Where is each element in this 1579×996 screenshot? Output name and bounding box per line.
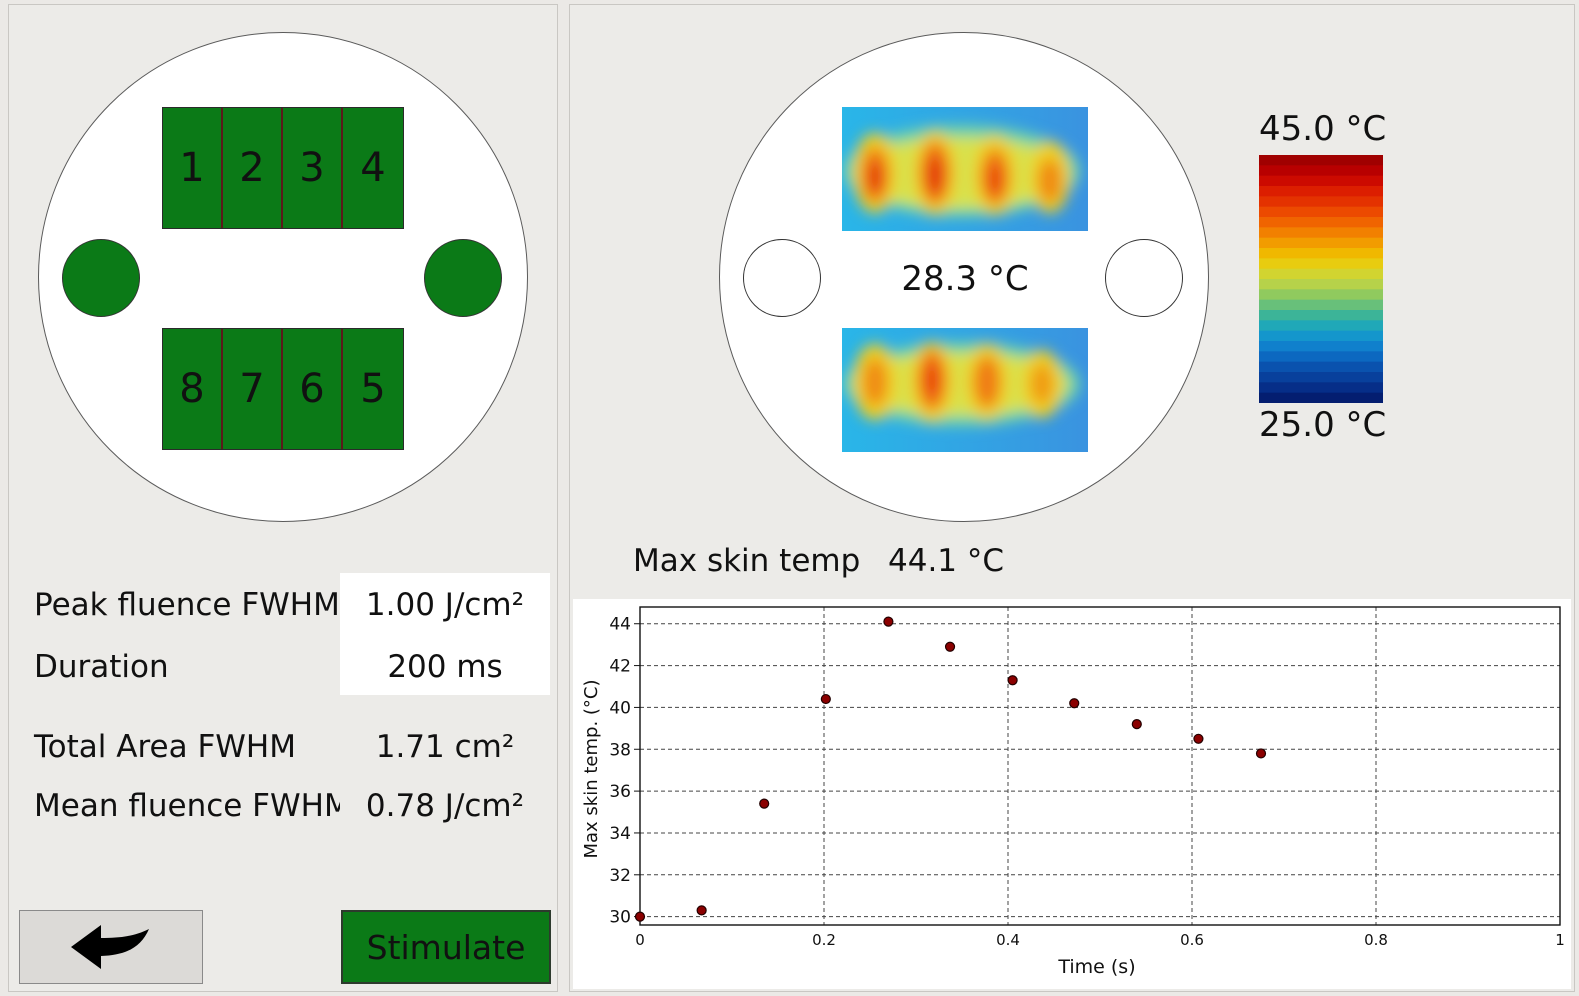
temperature-chart: 0 0.2 0.4 0.6 0.8 1 30 32 34 36 38 40 42 44 Time (s) … <box>573 599 1571 989</box>
center-temp-readout: 28.3 °C <box>901 259 1029 299</box>
colorbar-min-label: 25.0 °C <box>1259 405 1387 445</box>
x-tick-label: 0 <box>635 931 645 949</box>
pad-8[interactable]: 8 <box>163 329 223 449</box>
mean-fluence-label-clip: Mean fluence FWHM <box>34 788 340 832</box>
data-point <box>820 693 831 705</box>
left-sensor-dot <box>62 239 140 317</box>
thermal-map-diagram: 28.3 °C <box>719 32 1209 522</box>
y-tick-label: 34 <box>609 824 631 844</box>
colorbar-band <box>1259 237 1383 249</box>
colorbar-band <box>1259 227 1383 239</box>
colorbar-band <box>1259 351 1383 363</box>
pad-3[interactable]: 3 <box>283 108 343 228</box>
thermal-panel: 28.3 °C 45.0 °C 25.0 °C Max skin temp 44… <box>569 4 1575 992</box>
colorbar-band <box>1259 268 1383 280</box>
colorbar-band <box>1259 248 1383 259</box>
colorbar-band <box>1259 175 1383 187</box>
colorbar-band <box>1259 330 1383 342</box>
colorbar-band <box>1259 320 1383 332</box>
total-area-value: 1.71 cm² <box>375 729 515 765</box>
duration-label: Duration <box>34 649 169 685</box>
colorbar-max-label: 45.0 °C <box>1259 109 1387 149</box>
back-arrow-icon <box>71 925 149 969</box>
pad-row-top: 1 2 3 4 <box>162 107 404 229</box>
peak-fluence-field[interactable]: 1.00 J/cm² <box>365 587 525 623</box>
x-tick-label: 0.6 <box>1180 931 1204 949</box>
colorbar-band <box>1259 155 1383 166</box>
colorbar-band <box>1259 310 1383 321</box>
probe-head-diagram: 1 2 3 4 8 7 6 5 <box>38 32 528 522</box>
data-point <box>1069 698 1080 709</box>
colorbar-band <box>1259 289 1383 301</box>
pad-6[interactable]: 6 <box>283 329 343 449</box>
x-axis-title: Time (s) <box>1057 956 1135 978</box>
colorbar-band <box>1259 392 1383 403</box>
y-axis-title: Max skin temp. (°C) <box>581 679 602 858</box>
heat-patch-bottom <box>842 328 1088 452</box>
x-tick-label: 1 <box>1555 931 1565 949</box>
plot-frame <box>639 606 1561 926</box>
left-sensor-outline <box>743 239 821 317</box>
max-skin-temp-label: Max skin temp <box>633 543 861 579</box>
pad-2[interactable]: 2 <box>223 108 283 228</box>
max-skin-temp-value: 44.1 °C <box>888 543 1005 579</box>
probe-panel: 1 2 3 4 8 7 6 5 Peak fluence FWHM 1.00 J… <box>8 4 558 992</box>
data-point <box>944 641 956 652</box>
data-point <box>1255 748 1267 759</box>
data-point <box>1007 675 1018 686</box>
back-button[interactable] <box>19 910 203 984</box>
colorbar-band <box>1259 279 1383 290</box>
colorbar-band <box>1259 186 1383 197</box>
pad-1[interactable]: 1 <box>163 108 223 228</box>
y-tick-label: 36 <box>609 782 631 802</box>
peak-fluence-label: Peak fluence FWHM <box>34 587 340 623</box>
y-tick-label: 42 <box>609 657 631 677</box>
y-tick-label: 32 <box>609 866 631 886</box>
pad-row-bottom: 8 7 6 5 <box>162 328 404 450</box>
colorbar-band <box>1259 382 1383 394</box>
y-tick-label: 30 <box>609 908 631 928</box>
stimulate-button[interactable]: Stimulate <box>341 910 551 984</box>
data-point <box>1193 733 1204 744</box>
colorbar-band <box>1259 372 1383 383</box>
editable-values-box <box>340 573 550 695</box>
data-point <box>759 798 770 809</box>
y-tick-label: 40 <box>609 698 631 718</box>
mean-fluence-label: Mean fluence FWHM <box>34 788 340 824</box>
data-point <box>1131 719 1142 730</box>
colorbar-band <box>1259 361 1383 373</box>
total-area-label: Total Area FWHM <box>34 729 296 765</box>
heat-patch-top <box>842 107 1088 231</box>
right-sensor-outline <box>1105 239 1183 317</box>
pad-7[interactable]: 7 <box>223 329 283 449</box>
duration-field[interactable]: 200 ms <box>387 649 503 685</box>
colorbar-band <box>1259 299 1383 311</box>
data-point <box>634 911 646 922</box>
colorbar-band <box>1259 165 1383 177</box>
data-point <box>696 905 707 916</box>
pad-4[interactable]: 4 <box>343 108 403 228</box>
colorbar-band <box>1259 258 1383 270</box>
colorbar-band <box>1259 196 1383 208</box>
y-tick-label: 38 <box>609 740 631 760</box>
right-sensor-dot <box>424 239 502 317</box>
y-tick-label: 44 <box>609 615 631 635</box>
x-tick-label: 0.4 <box>996 931 1020 949</box>
colorbar-band <box>1259 341 1383 352</box>
colorbar-band <box>1259 217 1383 228</box>
x-tick-label: 0.8 <box>1364 931 1388 949</box>
x-tick-label: 0.2 <box>812 931 836 949</box>
data-point <box>883 616 894 627</box>
mean-fluence-value: 0.78 J/cm² <box>365 788 525 824</box>
temperature-colorbar <box>1259 155 1383 403</box>
pad-5[interactable]: 5 <box>343 329 403 449</box>
colorbar-band <box>1259 206 1383 218</box>
